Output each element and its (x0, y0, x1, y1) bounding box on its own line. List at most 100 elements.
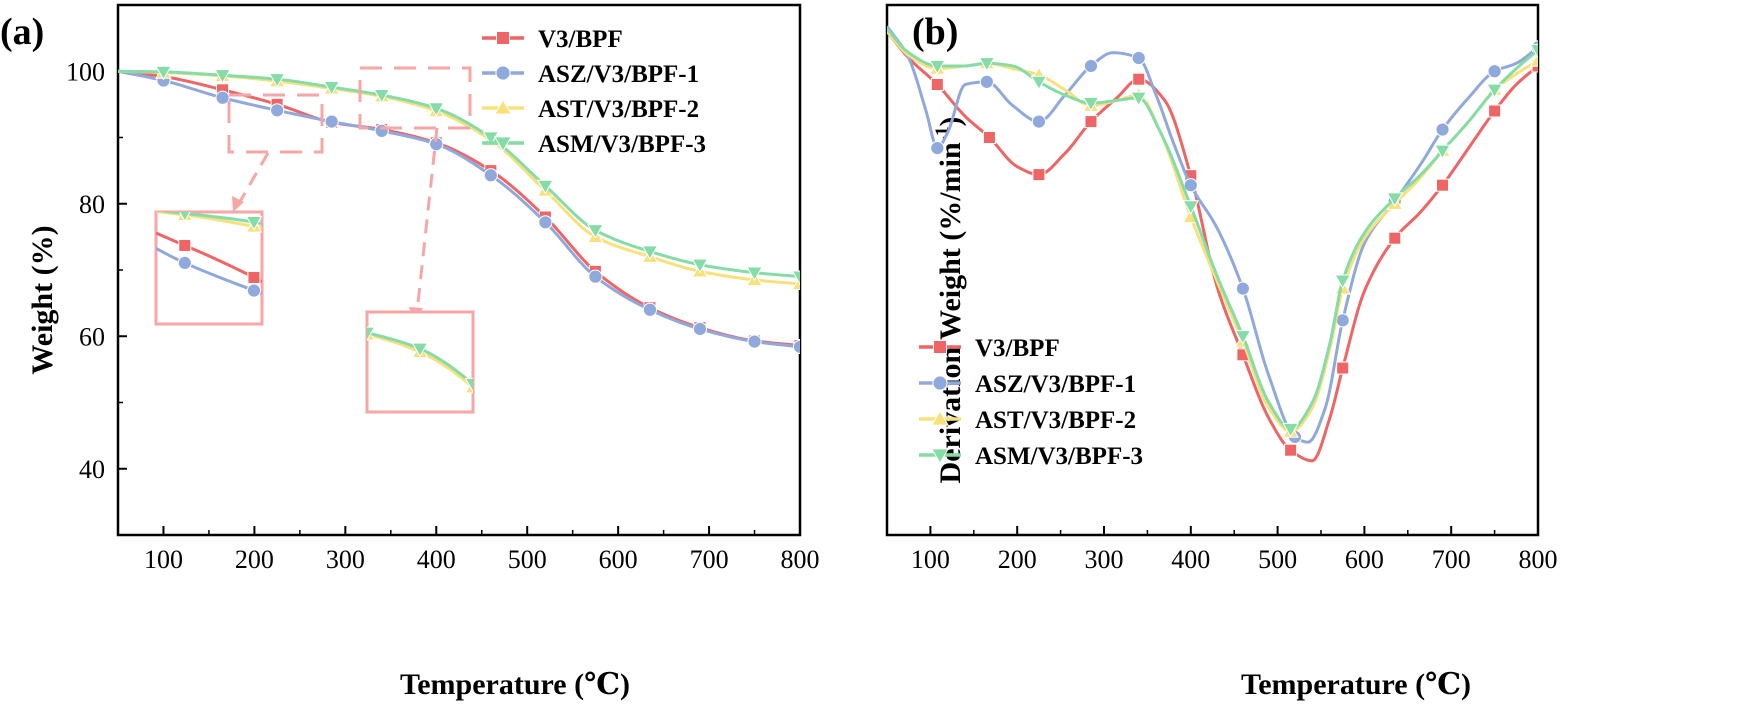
panel-b-ylabel-main: Derivation Weight (%/min (934, 142, 967, 483)
panel-a-marker-asm-v3-bpf-3-8 (587, 224, 604, 239)
inset-1-marker-asz-v3-bpf-1-1 (246, 283, 262, 298)
panel-b-xtick-label-100: 100 (911, 545, 950, 574)
panel-a-marker-asm-v3-bpf-3-3 (323, 81, 341, 96)
inset-2-marker-asm-v3-bpf-3-2 (464, 377, 473, 393)
panel-b-xtick-label-600: 600 (1345, 545, 1384, 574)
panel-b-marker-asz-v3-bpf-1-2 (1031, 114, 1047, 129)
panel-a-marker-asz-v3-bpf-1-1 (215, 90, 230, 105)
inset-1-marker-v3-bpf-1 (247, 270, 261, 284)
panel-a-legend-marker-ast-v3-bpf-2 (494, 98, 512, 115)
inset-2-content (367, 325, 473, 394)
panel-b-marker-asz-v3-bpf-1-4 (1131, 50, 1146, 66)
zoom-region-1 (227, 93, 324, 154)
panel-a-marker-asm-v3-bpf-3-4 (373, 88, 391, 104)
panel-b-legend-entry-ast-v3-bpf-2: AST/V3/BPF-2 (919, 407, 1136, 434)
panel-a-label: (a) (0, 11, 44, 53)
panel-a-marker-asm-v3-bpf-3-9 (641, 245, 659, 260)
panel-b-legend-label-asm-v3-bpf-3: ASM/V3/BPF-3 (975, 443, 1143, 470)
panel-b-legend-marker-asz-v3-bpf-1 (932, 375, 948, 391)
panel-a-marker-asm-v3-bpf-3-11 (746, 266, 763, 282)
panel-a-legend-marker-asm-v3-bpf-3 (494, 136, 512, 153)
panel-b-xtick-label-700: 700 (1432, 545, 1471, 574)
panel-a-marker-asz-v3-bpf-1-3 (324, 114, 339, 129)
panel-b-marker-asz-v3-bpf-1-11 (1487, 64, 1502, 79)
panel-a-line-asm-v3-bpf-3 (118, 69, 800, 279)
panel-b-marker-asm-v3-bpf-3-5 (1182, 200, 1200, 215)
panel-a-legend-marker-asz-v3-bpf-1 (495, 65, 511, 81)
panel-a-ytick-label-40: 40 (79, 455, 105, 484)
panel-b-marker-asm-v3-bpf-3-4 (1130, 91, 1148, 107)
panel-b-marker-asm-v3-bpf-3-3 (1082, 96, 1100, 112)
panel-a-xtick-label-800: 800 (781, 545, 820, 574)
panel-b-label: (b) (912, 11, 958, 53)
panel-a-xtick-label-400: 400 (417, 545, 456, 574)
inset-1-line-asm-v3-bpf-3 (159, 212, 262, 226)
panel-b-xtick-label-800: 800 (1519, 545, 1558, 574)
panel-a-legend-label-ast-v3-bpf-2: AST/V3/BPF-2 (538, 96, 699, 123)
panel-a-xtick-label-100: 100 (144, 545, 183, 574)
panel-b-marker-asz-v3-bpf-1-3 (1083, 58, 1099, 74)
panel-a-legend-marker-v3-bpf (496, 31, 510, 45)
panel-b-marker-asm-v3-bpf-3-0 (928, 59, 946, 75)
panel-b-xtick-label-500: 500 (1258, 545, 1297, 574)
inset-2-frame (365, 310, 475, 414)
inset-2-marker-asm-v3-bpf-3-1 (411, 342, 429, 358)
zoom-region-2 (358, 66, 472, 130)
panel-b-marker-v3-bpf-9 (1388, 231, 1402, 245)
panel-b-legend-entry-asz-v3-bpf-1: ASZ/V3/BPF-1 (919, 371, 1136, 398)
panel-a-legend-label-asz-v3-bpf-1: ASZ/V3/BPF-1 (538, 61, 699, 88)
panel-a-ylabel: Weight (%) (26, 225, 59, 374)
panel-b-marker-v3-bpf-7 (1284, 443, 1298, 457)
panel-b-marker-asm-v3-bpf-3-12 (1529, 43, 1538, 59)
panel-a-marker-asz-v3-bpf-1-8 (588, 269, 603, 284)
panel-b-legend: V3/BPF ASZ/V3/BPF-1 AST/V3/BPF-2 ASM/V3/BPF… (919, 335, 1143, 470)
inset-1-marker-v3-bpf-0 (178, 238, 192, 252)
panel-a-series-group (118, 64, 800, 354)
panel-a-marker-asz-v3-bpf-1-2 (270, 103, 285, 118)
inset-2-marker-asm-v3-bpf-3-0 (367, 326, 376, 342)
inset-1-line-v3-bpf (156, 231, 262, 284)
panel-b-legend-label-asz-v3-bpf-1: ASZ/V3/BPF-1 (975, 371, 1136, 398)
panel-a-marker-asz-v3-bpf-1-7 (538, 215, 553, 230)
panel-a-marker-asm-v3-bpf-3-2 (268, 73, 286, 88)
panel-b-line-asz-v3-bpf-1 (887, 25, 1538, 444)
panel-b-marker-v3-bpf-2 (1032, 168, 1046, 182)
panel-b-series-group (887, 25, 1538, 463)
panel-a-xlabel: Temperature (℃) (400, 668, 630, 701)
panel-a-marker-asz-v3-bpf-1-10 (692, 321, 708, 337)
panel-b-plot: 100 200 300 400 500 600 700 800 V3/BPF ASZ/V3/BPF… (885, 3, 1558, 574)
panel-a-xtick-label-600: 600 (599, 545, 638, 574)
panel-b-marker-asm-v3-bpf-3-11 (1486, 83, 1503, 99)
panel-a-line-asz-v3-bpf-1 (118, 69, 800, 349)
panel-a-ytick-label-60: 60 (79, 322, 105, 351)
panel-a-marker-asm-v3-bpf-3-1 (214, 69, 231, 84)
panel-b-ylabel: Derivation Weight (%/min-1) (932, 117, 967, 484)
panel-b-marker-v3-bpf-0 (930, 78, 944, 91)
panel-b-marker-v3-bpf-1 (982, 131, 996, 144)
panel-a-ytick-label-80: 80 (79, 190, 105, 219)
panel-a-legend-label-asm-v3-bpf-3: ASM/V3/BPF-3 (538, 131, 706, 158)
panel-a-marker-asm-v3-bpf-3-10 (691, 258, 709, 274)
panel-b-legend-marker-ast-v3-bpf-2 (931, 409, 949, 426)
panel-b-legend-label-v3-bpf: V3/BPF (975, 335, 1060, 362)
inset-1-line-asz-v3-bpf-1 (156, 247, 262, 295)
panel-b-marker-asz-v3-bpf-1-5 (1183, 178, 1198, 193)
panel-b-marker-asm-v3-bpf-3-9 (1386, 192, 1404, 207)
panel-b-xtick-label-400: 400 (1171, 545, 1210, 574)
panel-a-legend-entry-asz-v3-bpf-1: ASZ/V3/BPF-1 (482, 61, 699, 88)
panel-b-legend-label-ast-v3-bpf-2: AST/V3/BPF-2 (975, 407, 1136, 434)
inset-1-marker-asz-v3-bpf-1-0 (177, 255, 192, 271)
panel-a-marker-asz-v3-bpf-1-11 (747, 334, 762, 349)
panel-b-marker-asm-v3-bpf-3-1 (978, 57, 996, 72)
panel-b-legend-entry-asm-v3-bpf-3: ASM/V3/BPF-3 (919, 443, 1143, 470)
panel-a-marker-asz-v3-bpf-1-12 (792, 339, 800, 354)
inset-1-marker-asm-v3-bpf-3-0 (179, 212, 191, 222)
panel-a-marker-asm-v3-bpf-3-12 (791, 270, 800, 286)
inset-1-marker-asm-v3-bpf-3-1 (245, 216, 262, 231)
zoom-arrow-1 (236, 152, 270, 206)
panel-a-xtick-label-200: 200 (235, 545, 274, 574)
panel-a-ytick-label-100: 100 (66, 57, 105, 86)
panel-a-marker-asz-v3-bpf-1-4 (374, 123, 389, 138)
panel-a-marker-asz-v3-bpf-1-9 (642, 302, 658, 317)
